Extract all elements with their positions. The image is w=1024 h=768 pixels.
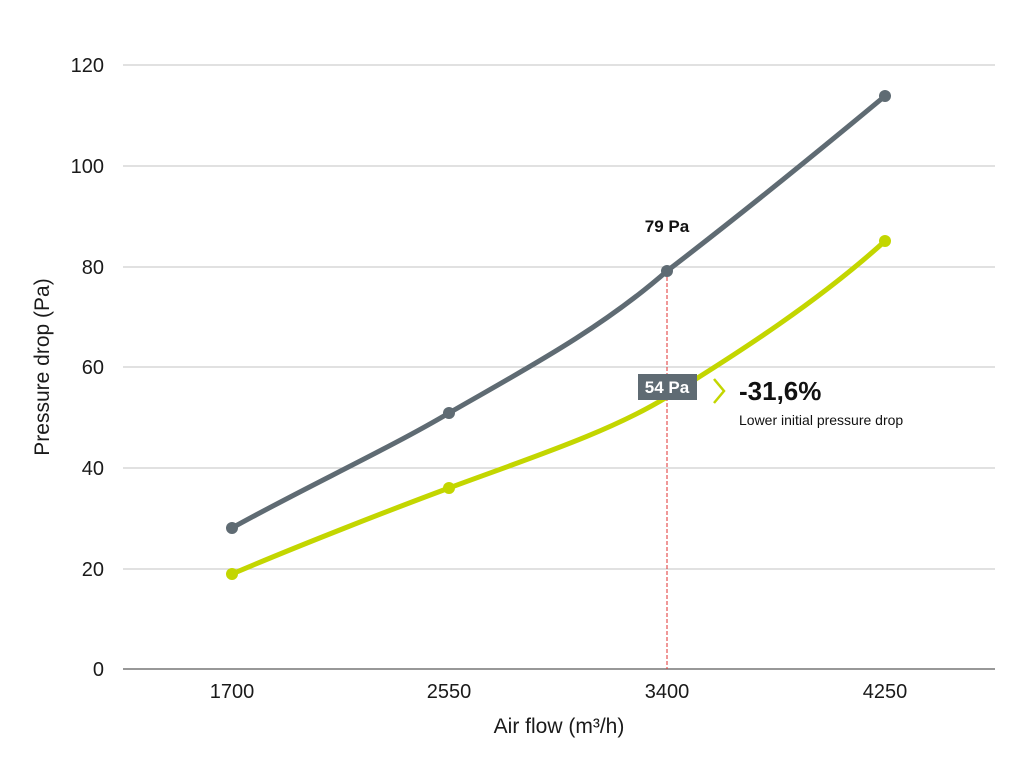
x-axis-title: Air flow (m³/h) xyxy=(494,715,625,738)
y-tick: 80 xyxy=(82,257,104,279)
series-standard xyxy=(226,90,891,534)
chevron-right-icon xyxy=(713,378,726,404)
gridlines xyxy=(123,64,995,570)
y-tick: 120 xyxy=(71,55,104,77)
lower-value-label: 54 Pa xyxy=(645,378,690,397)
y-axis-title: Pressure drop (Pa) xyxy=(31,278,54,455)
x-axis-ticks: 1700 2550 3400 4250 xyxy=(210,681,908,703)
y-tick: 100 xyxy=(71,156,104,178)
y-tick: 40 xyxy=(82,458,104,480)
data-point xyxy=(879,90,891,102)
lower-value-badge xyxy=(638,374,697,400)
y-tick: 60 xyxy=(82,357,104,379)
percent-caption: Lower initial pressure drop xyxy=(739,412,903,428)
x-tick: 1700 xyxy=(210,681,255,703)
y-axis-ticks: 0 20 40 60 80 100 120 xyxy=(71,55,104,681)
x-tick: 4250 xyxy=(863,681,908,703)
x-tick: 2550 xyxy=(427,681,472,703)
data-point xyxy=(879,235,891,247)
percent-change: -31,6% xyxy=(739,376,821,406)
series-improved xyxy=(226,235,891,580)
data-point xyxy=(226,522,238,534)
data-point xyxy=(443,482,455,494)
data-point xyxy=(226,568,238,580)
upper-value-label: 79 Pa xyxy=(645,217,690,236)
data-point xyxy=(661,265,673,277)
x-tick: 3400 xyxy=(645,681,690,703)
y-tick: 20 xyxy=(82,559,104,581)
data-point xyxy=(443,407,455,419)
y-tick: 0 xyxy=(93,659,104,681)
